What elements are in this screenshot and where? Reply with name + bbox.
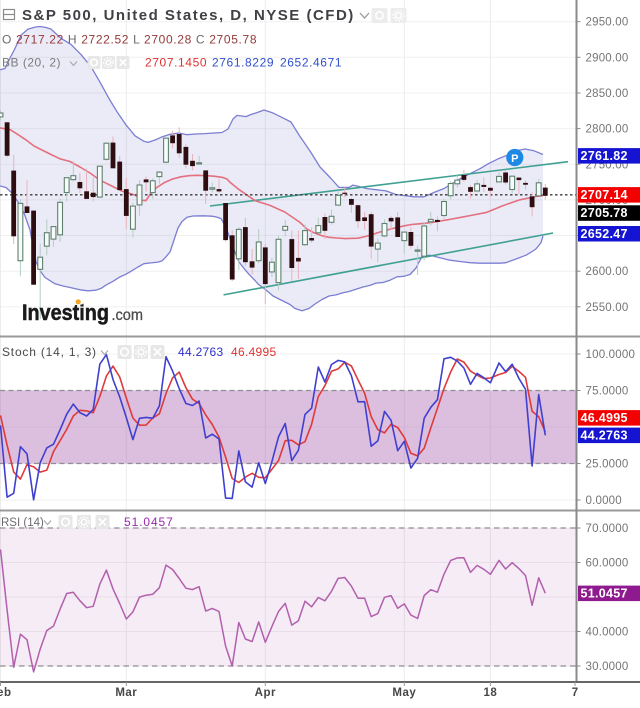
svg-text:S&P 500, United States, D, NYS: S&P 500, United States, D, NYSE (CFD) (22, 7, 355, 24)
svg-text:51.0457: 51.0457 (124, 515, 174, 529)
svg-text:Apr: Apr (255, 687, 276, 699)
svg-text:0.0000: 0.0000 (586, 495, 622, 507)
svg-text:2550.00: 2550.00 (586, 302, 629, 314)
svg-text:2900.00: 2900.00 (586, 52, 629, 64)
svg-text:2800.00: 2800.00 (586, 124, 629, 136)
svg-text:Feb: Feb (0, 687, 11, 699)
svg-text:May: May (392, 687, 416, 699)
svg-text:O 2717.22 H 2722.52 L 2700.28: O 2717.22 H 2722.52 L 2700.28 C 2705.78 (2, 33, 257, 47)
svg-text:44.2763: 44.2763 (581, 428, 628, 442)
svg-text:100.0000: 100.0000 (586, 349, 636, 361)
svg-text:51.0457: 51.0457 (581, 586, 628, 600)
svg-text:2850.00: 2850.00 (586, 88, 629, 100)
svg-text:P: P (511, 153, 518, 165)
svg-text:25.0000: 25.0000 (586, 459, 629, 471)
svg-text:Stoch (14, 1, 3): Stoch (14, 1, 3) (2, 345, 97, 359)
svg-text:2600.00: 2600.00 (586, 266, 629, 278)
svg-text:2707.1450: 2707.1450 (145, 56, 207, 70)
svg-text:75.0000: 75.0000 (586, 386, 629, 398)
svg-text:.com: .com (112, 307, 144, 324)
svg-text:2761.8229: 2761.8229 (212, 56, 274, 70)
svg-text:70.0000: 70.0000 (586, 523, 629, 535)
svg-text:30.0000: 30.0000 (586, 661, 629, 673)
svg-text:RSI (14): RSI (14) (1, 517, 44, 529)
svg-text:46.4995: 46.4995 (231, 345, 277, 359)
svg-text:60.0000: 60.0000 (586, 558, 629, 570)
svg-text:2652.4671: 2652.4671 (280, 56, 342, 70)
svg-text:Mar: Mar (115, 687, 137, 699)
svg-text:44.2763: 44.2763 (178, 345, 224, 359)
svg-text:2705.78: 2705.78 (581, 206, 628, 220)
svg-text:Investing: Investing (22, 300, 109, 325)
svg-text:18: 18 (484, 687, 498, 699)
svg-text:46.4995: 46.4995 (581, 411, 628, 425)
svg-text:2652.47: 2652.47 (581, 227, 628, 241)
svg-text:2761.82: 2761.82 (581, 149, 628, 163)
svg-text:40.0000: 40.0000 (586, 627, 629, 639)
svg-text:BB (20, 2): BB (20, 2) (2, 56, 61, 70)
svg-text:2707.14: 2707.14 (581, 188, 628, 202)
svg-text:2950.00: 2950.00 (586, 17, 629, 29)
svg-text:7: 7 (572, 687, 578, 699)
